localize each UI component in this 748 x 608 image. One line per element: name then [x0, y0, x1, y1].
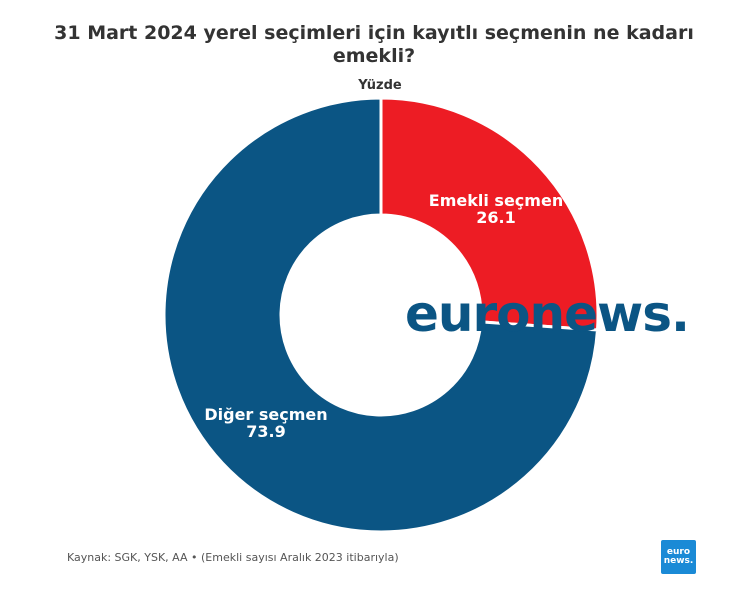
chart-title: 31 Mart 2024 yerel seçimleri için kayıtl…	[54, 22, 694, 67]
slice-emekli	[379, 96, 600, 332]
chart-subtitle: Yüzde	[358, 78, 402, 93]
logo-line2: news.	[663, 556, 694, 566]
source-note: Kaynak: SGK, YSK, AA • (Emekli sayısı Ar…	[67, 551, 399, 564]
slice-label: Emekli seçmen	[429, 191, 563, 210]
slice-value-label: 73.9	[246, 422, 285, 441]
slice-value-label: 26.1	[476, 208, 515, 227]
logo-line1: euro	[666, 547, 691, 557]
euronews-logo: euro news.	[661, 540, 696, 574]
slice-label: Diğer seçmen	[204, 405, 327, 424]
slice-diger	[162, 96, 599, 534]
